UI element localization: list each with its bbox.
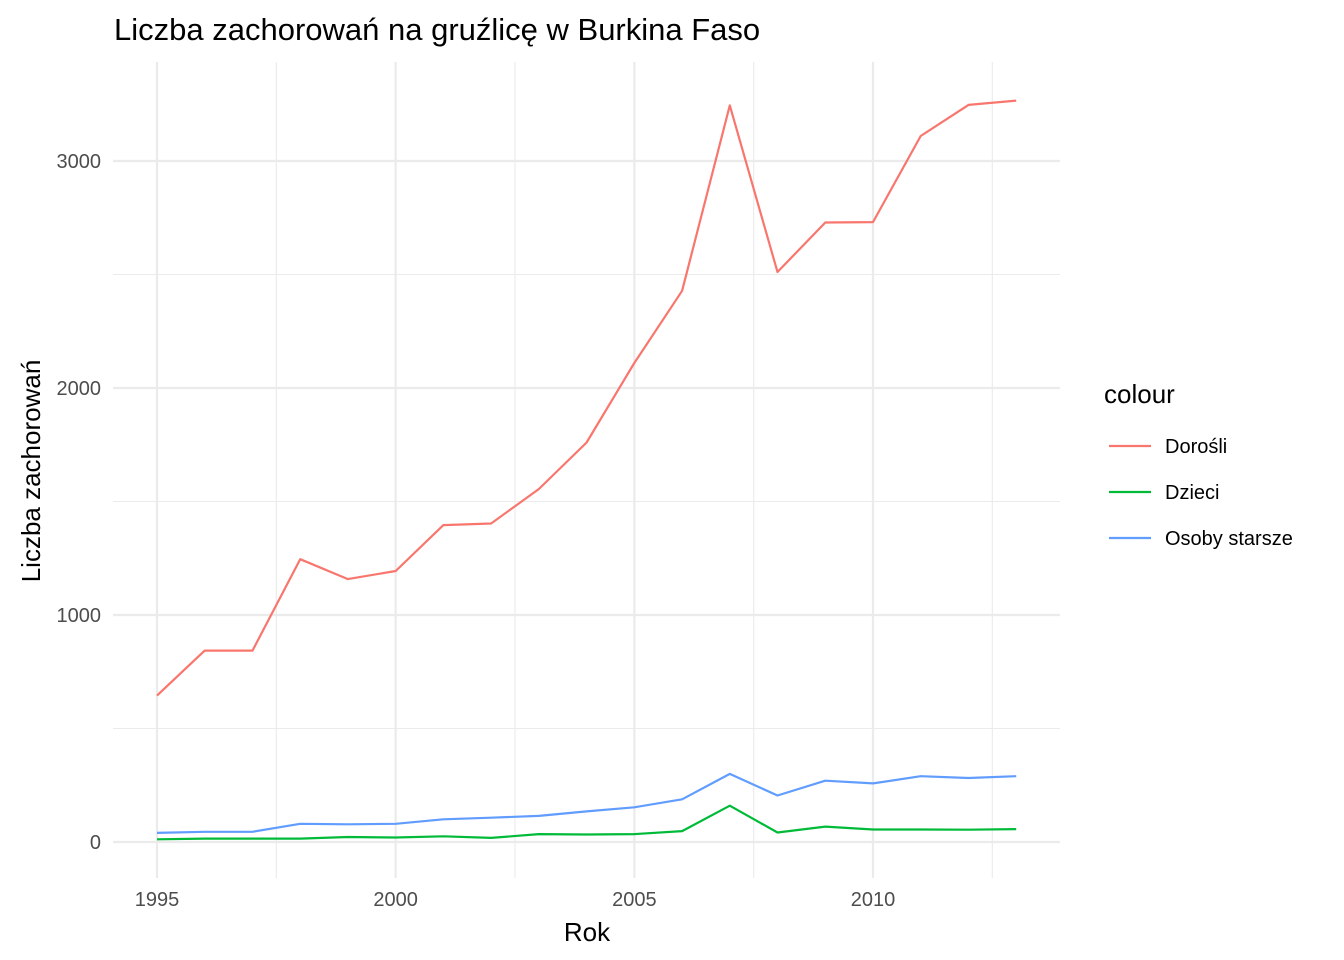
series-lines [156,99,1017,841]
chart-title: Liczba zachorowań na gruźlicę w Burkina … [114,12,760,47]
y-tick-label: 3000 [57,151,102,173]
x-axis-ticks: 1995 2000 2005 2010 [135,889,896,911]
x-tick-label: 2010 [851,889,896,911]
series-line [156,99,1017,697]
x-axis-title: Rok [564,917,611,947]
y-axis-title: Liczba zachorowań [16,360,46,583]
legend: colour Dorośli Dzieci Osoby starsze [1104,379,1293,550]
grid-lines [113,62,1060,878]
legend-label: Dorośli [1165,436,1227,458]
y-tick-label: 2000 [57,378,102,400]
x-tick-label: 2000 [373,889,418,911]
x-tick-label: 2005 [612,889,657,911]
y-tick-label: 0 [90,832,101,854]
y-tick-label: 1000 [57,605,102,627]
legend-label: Dzieci [1165,482,1219,504]
legend-label: Osoby starsze [1165,528,1293,550]
x-tick-label: 1995 [135,889,180,911]
series-line [156,772,1017,834]
y-axis-ticks: 0 1000 2000 3000 [57,151,102,854]
legend-title: colour [1104,379,1175,409]
series-line [156,804,1017,841]
